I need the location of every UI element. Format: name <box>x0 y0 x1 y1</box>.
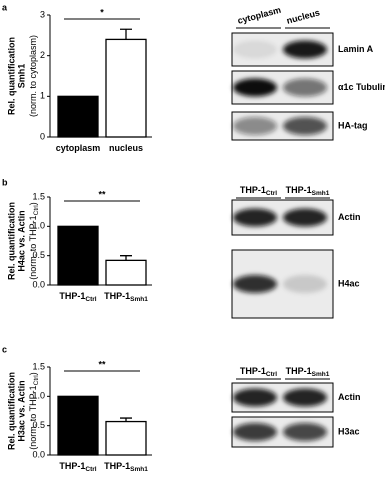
blot-band <box>283 275 327 293</box>
significance-label: ** <box>98 359 106 369</box>
lane-label-main: THP-1 <box>286 366 312 376</box>
x-tick-label-main: THP-1 <box>104 461 130 471</box>
y-axis-label: Smh1 <box>16 64 26 89</box>
y-axis-note-tail: ) <box>28 202 38 205</box>
x-tick-label-main: cytoplasm <box>56 143 101 153</box>
bar <box>105 38 147 138</box>
blot-row-label: α1c Tubulin <box>338 82 385 92</box>
y-tick-label: 2 <box>40 50 45 60</box>
y-axis-note-sub: Ctrl <box>33 205 40 216</box>
bar <box>105 259 147 286</box>
x-tick-label-sub: Smh1 <box>130 296 148 303</box>
blot-band <box>283 388 327 407</box>
lane-label: THP-1Ctrl <box>240 185 277 196</box>
y-axis-note: (norm. to THP-1Ctrl) <box>28 202 39 279</box>
lane-label-main: nucleus <box>286 8 321 26</box>
y-axis-note-main: (norm. to cytoplasm) <box>28 35 38 117</box>
lane-label-main: cytoplasm <box>237 5 283 26</box>
lane-label: THP-1Ctrl <box>240 366 277 377</box>
y-tick-label: 0.0 <box>32 449 45 459</box>
bar <box>57 225 99 286</box>
lane-label-main: THP-1 <box>240 366 266 376</box>
blot-band <box>233 208 277 227</box>
y-axis-note-main: (norm. to THP-1 <box>28 385 38 449</box>
error-bar <box>120 255 132 261</box>
blot-band <box>233 78 277 97</box>
panel-label: b <box>2 177 8 187</box>
lane-label-main: THP-1 <box>240 185 266 195</box>
y-axis-note: (norm. to THP-1Ctrl) <box>28 372 39 449</box>
error-bar <box>120 28 132 40</box>
x-tick-label-main: nucleus <box>109 143 143 153</box>
y-axis-note-sub: Ctrl <box>33 375 40 386</box>
x-tick-label-main: THP-1 <box>59 461 85 471</box>
blot-row-label: Actin <box>338 212 361 222</box>
significance-label: * <box>100 7 104 17</box>
y-tick-label: 0.5 <box>32 250 45 260</box>
y-tick-label: 1 <box>40 91 45 101</box>
y-tick-label: 1.5 <box>32 191 45 201</box>
bar <box>57 395 99 456</box>
y-axis-label: H3ac vs. Actin <box>16 380 26 441</box>
blot-row-label: H3ac <box>338 426 360 436</box>
y-axis-label: Rel. quantification <box>6 372 16 450</box>
error-bar <box>120 417 132 422</box>
blot-band <box>283 78 327 97</box>
y-axis-note: (norm. to cytoplasm) <box>28 35 38 117</box>
x-tick-label-sub: Smh1 <box>130 466 148 473</box>
x-tick-label-main: THP-1 <box>59 291 85 301</box>
lane-label-main: THP-1 <box>286 185 312 195</box>
bar <box>57 95 99 138</box>
y-tick-label: 1.5 <box>32 361 45 371</box>
blot-row-label: HA-tag <box>338 120 368 130</box>
y-axis-note-tail: ) <box>28 372 38 375</box>
x-tick-label: cytoplasm <box>56 143 101 153</box>
blot-band <box>233 275 277 293</box>
blot-band <box>283 208 327 227</box>
y-axis-note-main: (norm. to THP-1 <box>28 215 38 279</box>
blot-band <box>233 388 277 407</box>
lane-label-sub: Smh1 <box>312 190 330 197</box>
y-tick-label: 3 <box>40 9 45 19</box>
panel-label: a <box>2 2 8 12</box>
x-tick-label-sub: Ctrl <box>85 466 96 473</box>
y-tick-label: 0.0 <box>32 279 45 289</box>
y-tick-label: 0 <box>40 131 45 141</box>
bar <box>105 420 147 456</box>
blot-band <box>233 40 277 59</box>
x-tick-label: THP-1Ctrl <box>59 291 96 302</box>
lane-label: nucleus <box>286 8 321 26</box>
blot-band <box>283 40 327 59</box>
significance-label: ** <box>98 189 106 199</box>
x-tick-label: THP-1Ctrl <box>59 461 96 472</box>
panel-label: c <box>2 344 7 354</box>
blot-row-label: Lamin A <box>338 44 374 54</box>
lane-label: cytoplasm <box>237 5 283 26</box>
y-tick-label: 1.0 <box>32 391 45 401</box>
x-tick-label-sub: Ctrl <box>85 296 96 303</box>
blot-row-label: Actin <box>338 392 361 402</box>
blot-row-label: H4ac <box>338 278 360 288</box>
lane-label: THP-1Smh1 <box>286 366 330 377</box>
y-tick-label: 1.0 <box>32 221 45 231</box>
x-tick-label-main: THP-1 <box>104 291 130 301</box>
y-axis-label: H4ac vs. Actin <box>16 210 26 271</box>
lane-label-sub: Ctrl <box>266 190 277 197</box>
y-axis-label: Rel. quantification <box>6 37 16 115</box>
x-tick-label: THP-1Smh1 <box>104 461 148 472</box>
blot-band <box>233 117 277 135</box>
lane-label: THP-1Smh1 <box>286 185 330 196</box>
blot-band <box>283 117 327 135</box>
x-tick-label: THP-1Smh1 <box>104 291 148 302</box>
y-tick-label: 0.5 <box>32 420 45 430</box>
lane-label-sub: Ctrl <box>266 371 277 378</box>
blot-band <box>233 423 277 441</box>
lane-label-sub: Smh1 <box>312 371 330 378</box>
blot-band <box>283 423 327 441</box>
y-axis-label: Rel. quantification <box>6 202 16 280</box>
x-tick-label: nucleus <box>109 143 143 153</box>
